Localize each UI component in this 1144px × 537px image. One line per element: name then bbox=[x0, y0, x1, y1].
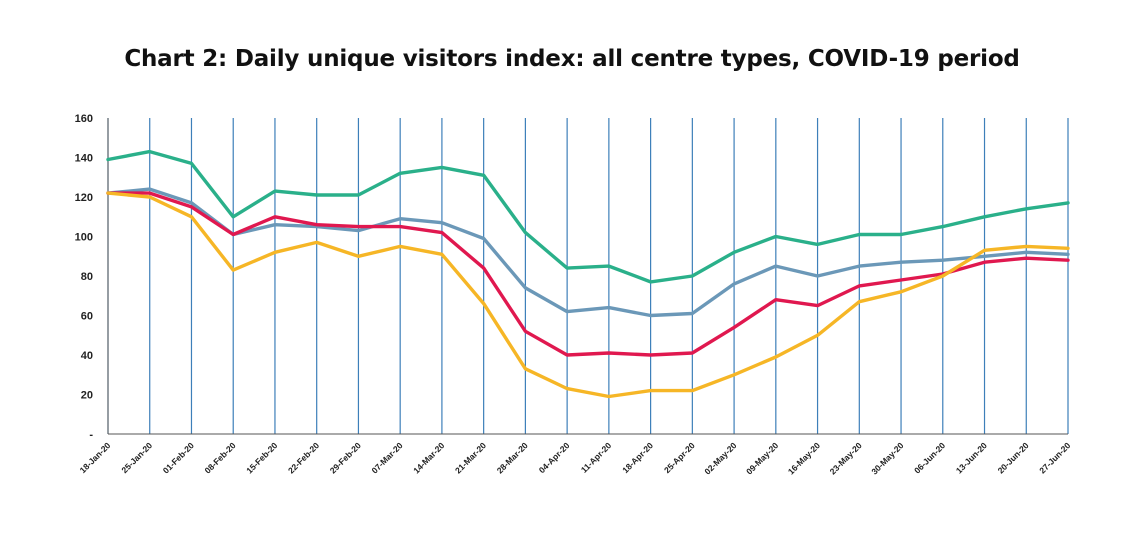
x-tick-label: 28-Mar-20 bbox=[495, 440, 530, 475]
y-tick-label: 20 bbox=[81, 390, 93, 402]
x-tick-label: 15-Feb-20 bbox=[244, 440, 279, 475]
x-tick-label: 02-May-20 bbox=[702, 440, 738, 476]
chart-title: Chart 2: Daily unique visitors index: al… bbox=[124, 46, 1020, 72]
x-tick-label: 09-May-20 bbox=[744, 440, 780, 476]
y-tick-label: 120 bbox=[75, 192, 93, 204]
y-tick-label: 60 bbox=[81, 311, 93, 323]
series-line-1 bbox=[106, 149, 1070, 284]
x-tick-label: 07-Mar-20 bbox=[369, 440, 404, 475]
x-tick-label: 08-Feb-20 bbox=[202, 440, 237, 475]
series-line-3 bbox=[106, 191, 1070, 357]
y-tick-label: 40 bbox=[81, 350, 93, 362]
x-tick-label: 13-Jun-20 bbox=[954, 440, 989, 475]
series-lines bbox=[106, 149, 1070, 399]
x-tick-label: 25-Apr-20 bbox=[662, 440, 697, 475]
x-tick-label: 30-May-20 bbox=[869, 440, 905, 476]
x-tick-label: 18-Jan-20 bbox=[78, 440, 113, 475]
x-tick-label: 14-Mar-20 bbox=[411, 440, 446, 475]
x-tick-label: 06-Jun-20 bbox=[912, 440, 947, 475]
x-tick-label: 01-Feb-20 bbox=[161, 440, 196, 475]
x-tick-label: 16-May-20 bbox=[786, 440, 822, 476]
x-tick-label: 21-Mar-20 bbox=[453, 440, 488, 475]
y-tick-label: - bbox=[89, 429, 93, 441]
x-tick-label: 20-Jun-20 bbox=[996, 440, 1031, 475]
x-tick-label: 18-Apr-20 bbox=[620, 440, 655, 475]
y-tick-label: 140 bbox=[75, 153, 93, 165]
x-tick-label: 04-Apr-20 bbox=[537, 440, 572, 475]
x-axis-ticks: 18-Jan-20 25-Jan-20 01-Feb-20 08-Feb-20 15-F… bbox=[78, 440, 1073, 476]
axes bbox=[107, 118, 1068, 435]
x-tick-label: 29-Feb-20 bbox=[328, 440, 363, 475]
x-tick-label: 23-May-20 bbox=[828, 440, 864, 476]
y-tick-label: 100 bbox=[75, 232, 93, 244]
y-tick-label: 80 bbox=[81, 271, 93, 283]
series-line-4 bbox=[106, 191, 1070, 399]
x-tick-label: 22-Feb-20 bbox=[286, 440, 321, 475]
x-tick-label: 27-Jun-20 bbox=[1037, 440, 1072, 475]
y-tick-label: 160 bbox=[75, 113, 93, 125]
y-axis-ticks: - 20 40 60 80 100 120 140 160 bbox=[75, 113, 94, 441]
x-tick-label: 11-Apr-20 bbox=[579, 440, 614, 475]
series-line-2 bbox=[106, 187, 1070, 318]
x-tick-label: 25-Jan-20 bbox=[119, 440, 154, 475]
